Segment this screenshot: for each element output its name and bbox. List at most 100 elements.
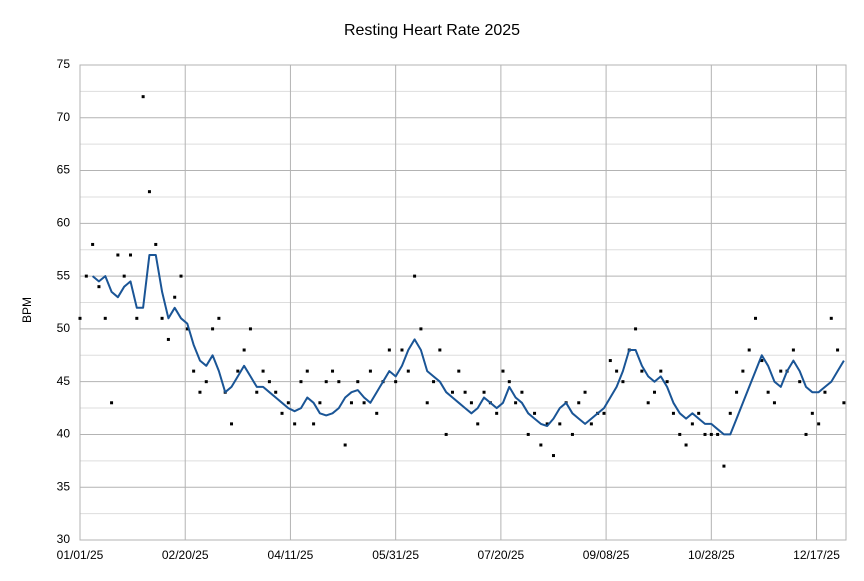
data-point bbox=[728, 411, 732, 415]
data-point bbox=[375, 411, 379, 415]
data-point bbox=[791, 348, 795, 352]
data-point bbox=[476, 422, 480, 426]
data-point bbox=[678, 432, 682, 436]
data-point bbox=[602, 411, 606, 415]
data-point bbox=[116, 253, 120, 257]
data-point bbox=[274, 390, 278, 394]
data-point bbox=[413, 274, 417, 278]
data-point bbox=[539, 443, 543, 447]
data-point bbox=[634, 327, 638, 331]
data-point bbox=[722, 464, 726, 468]
plot-border bbox=[79, 64, 847, 541]
data-point bbox=[91, 242, 95, 246]
data-point bbox=[217, 316, 221, 320]
data-point bbox=[703, 432, 707, 436]
data-point bbox=[299, 380, 303, 384]
data-point bbox=[141, 95, 145, 99]
data-point bbox=[577, 401, 581, 405]
data-point bbox=[406, 369, 410, 373]
y-tick-label: 60 bbox=[57, 216, 71, 230]
data-point bbox=[646, 401, 650, 405]
y-tick-label: 45 bbox=[57, 374, 71, 388]
x-tick-label: 05/31/25 bbox=[372, 548, 419, 562]
y-axis-label: BPM bbox=[20, 297, 34, 323]
y-tick-label: 65 bbox=[57, 163, 71, 177]
data-point bbox=[817, 422, 821, 426]
data-point bbox=[545, 422, 549, 426]
data-point bbox=[754, 316, 758, 320]
y-tick-label: 70 bbox=[57, 110, 71, 124]
data-point bbox=[836, 348, 840, 352]
data-point bbox=[766, 390, 770, 394]
data-point bbox=[659, 369, 663, 373]
data-point bbox=[261, 369, 265, 373]
data-point bbox=[457, 369, 461, 373]
data-point bbox=[236, 369, 240, 373]
data-point bbox=[160, 316, 164, 320]
data-point bbox=[501, 369, 505, 373]
data-point bbox=[823, 390, 827, 394]
data-point bbox=[419, 327, 423, 331]
y-tick-label: 75 bbox=[57, 57, 71, 71]
data-point bbox=[615, 369, 619, 373]
data-point bbox=[653, 390, 656, 394]
data-point bbox=[425, 401, 429, 405]
data-point bbox=[110, 401, 114, 405]
data-point bbox=[312, 422, 316, 426]
data-point bbox=[735, 390, 739, 394]
data-point bbox=[400, 348, 404, 352]
data-point bbox=[690, 422, 694, 426]
data-point bbox=[482, 390, 486, 394]
data-point bbox=[343, 443, 347, 447]
data-point bbox=[533, 411, 537, 415]
data-point bbox=[185, 327, 189, 331]
data-point bbox=[444, 432, 448, 436]
data-point bbox=[495, 411, 499, 415]
data-point bbox=[192, 369, 196, 373]
data-point bbox=[558, 422, 562, 426]
data-point bbox=[173, 295, 177, 299]
y-tick-label: 35 bbox=[57, 479, 71, 493]
chart-title: Resting Heart Rate 2025 bbox=[344, 22, 520, 39]
data-point bbox=[697, 411, 701, 415]
data-point bbox=[97, 285, 101, 289]
x-tick-label: 10/28/25 bbox=[688, 548, 735, 562]
data-point bbox=[842, 401, 846, 405]
data-point bbox=[331, 369, 335, 373]
data-point bbox=[286, 401, 290, 405]
data-point bbox=[324, 380, 328, 384]
data-point bbox=[526, 432, 530, 436]
x-tick-label: 02/20/25 bbox=[162, 548, 209, 562]
x-tick-label: 07/20/25 bbox=[478, 548, 525, 562]
data-point bbox=[514, 401, 518, 405]
data-point bbox=[804, 432, 808, 436]
data-point bbox=[318, 401, 322, 405]
data-point bbox=[84, 274, 88, 278]
data-point bbox=[583, 390, 587, 394]
data-point bbox=[147, 190, 151, 194]
data-point bbox=[709, 432, 713, 436]
data-point bbox=[135, 316, 139, 320]
data-point bbox=[450, 390, 454, 394]
data-point bbox=[463, 390, 467, 394]
data-point bbox=[665, 380, 669, 384]
data-point bbox=[741, 369, 745, 373]
data-point bbox=[267, 380, 271, 384]
data-point bbox=[230, 422, 234, 426]
data-point bbox=[747, 348, 751, 352]
data-point bbox=[362, 401, 366, 405]
x-tick-label: 01/01/25 bbox=[57, 548, 104, 562]
data-point bbox=[684, 443, 688, 447]
data-point bbox=[242, 348, 246, 352]
data-point bbox=[122, 274, 126, 278]
data-point bbox=[198, 390, 202, 394]
data-point bbox=[608, 359, 612, 363]
y-tick-label: 50 bbox=[57, 321, 71, 335]
data-point bbox=[507, 380, 511, 384]
data-point bbox=[179, 274, 183, 278]
y-tick-label: 40 bbox=[57, 427, 71, 441]
data-point bbox=[368, 369, 372, 373]
x-tick-label: 09/08/25 bbox=[583, 548, 630, 562]
data-point bbox=[438, 348, 442, 352]
